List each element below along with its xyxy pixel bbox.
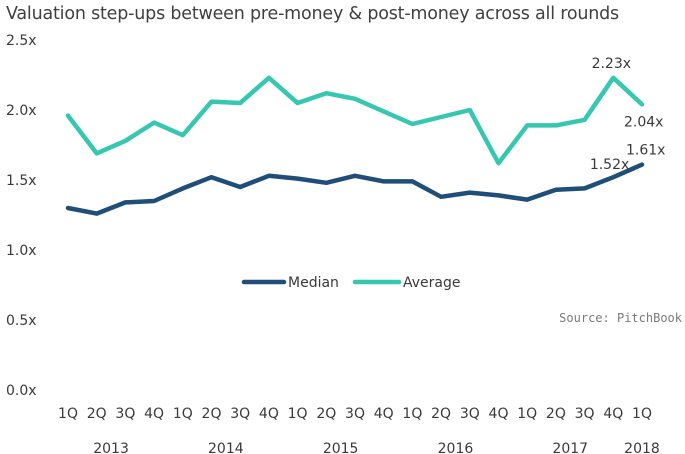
x-tick-label: 4Q (489, 406, 509, 422)
legend: Median Average (241, 275, 461, 291)
x-axis: 1Q 2Q 3Q 4Q 1Q 2Q 3Q 4Q 1Q 2Q 3Q 4Q 1Q 2Q 3Q 4Q 1Q 2Q 3Q 4Q… (58, 406, 652, 422)
data-label: 2.23x (592, 56, 631, 72)
data-label: 1.52x (590, 157, 629, 173)
y-axis: 0.0x 0.5x 1.0x 1.5x 2.0x 2.5x (6, 33, 37, 399)
chart-title: Valuation step-ups between pre-money & p… (6, 4, 619, 24)
y-tick-label: 0.0x (6, 383, 37, 399)
series-lines (65, 75, 645, 216)
x-tick-label: 2Q (316, 406, 336, 422)
year-axis: 2013 2014 2015 2016 2017 2018 (93, 441, 660, 454)
year-label: 2014 (208, 441, 244, 454)
year-label: 2017 (552, 441, 588, 454)
x-tick-label: 1Q (58, 406, 78, 422)
y-tick-label: 1.0x (6, 243, 37, 259)
series-line-average (65, 75, 645, 166)
year-label: 2018 (624, 441, 660, 454)
x-tick-label: 2Q (87, 406, 107, 422)
x-tick-label: 1Q (632, 406, 652, 422)
legend-label: Average (403, 275, 461, 291)
y-tick-label: 2.0x (6, 103, 37, 119)
x-tick-label: 1Q (173, 406, 193, 422)
series-line-median (65, 162, 645, 216)
x-tick-label: 3Q (115, 406, 135, 422)
x-tick-label: 1Q (288, 406, 308, 422)
x-tick-label: 4Q (144, 406, 164, 422)
x-tick-label: 3Q (575, 406, 595, 422)
year-label: 2015 (323, 441, 359, 454)
x-tick-label: 2Q (202, 406, 222, 422)
x-tick-label: 2Q (546, 406, 566, 422)
x-tick-label: 3Q (345, 406, 365, 422)
x-tick-label: 1Q (517, 406, 537, 422)
legend-label: Median (288, 275, 339, 291)
y-tick-label: 1.5x (6, 173, 37, 189)
x-tick-label: 3Q (230, 406, 250, 422)
x-tick-label: 2Q (431, 406, 451, 422)
y-tick-label: 0.5x (6, 313, 37, 329)
y-tick-label: 2.5x (6, 33, 37, 49)
x-tick-label: 4Q (374, 406, 394, 422)
x-tick-label: 1Q (402, 406, 422, 422)
x-tick-label: 4Q (259, 406, 279, 422)
x-tick-label: 3Q (460, 406, 480, 422)
year-label: 2013 (93, 441, 129, 454)
data-label: 1.61x (626, 143, 665, 159)
x-tick-label: 4Q (603, 406, 623, 422)
source-note: Source: PitchBook (559, 311, 683, 325)
data-label: 2.04x (624, 114, 663, 130)
year-label: 2016 (438, 441, 474, 454)
